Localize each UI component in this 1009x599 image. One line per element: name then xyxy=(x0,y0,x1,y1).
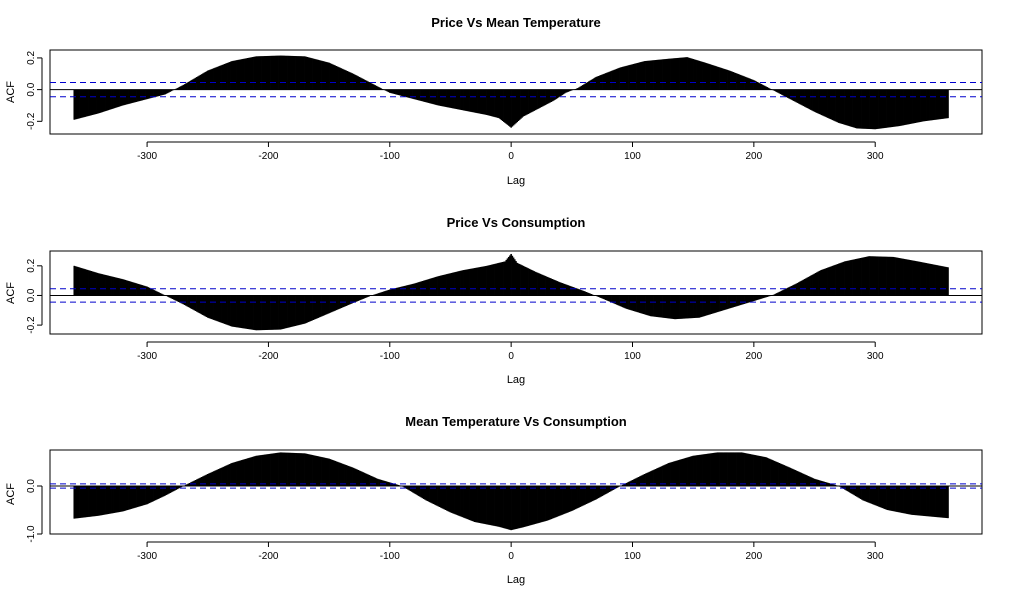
x-tick-label: 100 xyxy=(624,351,641,362)
y-axis-ticks: -0.2 0.0 0.2 xyxy=(26,258,43,334)
x-tick-label: 200 xyxy=(746,151,763,162)
x-tick-label: -300 xyxy=(137,351,157,362)
x-tick-label: 100 xyxy=(624,551,641,562)
y-tick-label: -0.2 xyxy=(26,112,37,130)
x-axis-label: Lag xyxy=(507,374,525,386)
x-tick-label: 300 xyxy=(867,151,884,162)
x-tick-label: 300 xyxy=(867,351,884,362)
y-tick-label: 0.2 xyxy=(26,258,37,272)
y-axis-label: ACF xyxy=(5,81,17,103)
x-tick-label: -300 xyxy=(137,551,157,562)
x-tick-label: 200 xyxy=(746,351,763,362)
y-tick-label: 0.0 xyxy=(26,82,37,96)
chart-panel-price-vs-consumption: Price Vs Consumption Lag ACF -300 -200 -10… xyxy=(5,215,983,386)
y-tick-label: -1.0 xyxy=(26,525,37,543)
x-tick-label: 0 xyxy=(508,351,514,362)
chart-panel-mean-temperature-vs-consumption: Mean Temperature Vs Consumption Lag ACF … xyxy=(5,414,983,586)
acf-bars xyxy=(50,253,982,331)
x-axis-label: Lag xyxy=(507,574,525,586)
x-tick-label: 0 xyxy=(508,151,514,162)
y-tick-label: 0.2 xyxy=(26,51,37,65)
x-tick-label: -200 xyxy=(258,351,278,362)
x-tick-label: -200 xyxy=(258,151,278,162)
acf-bars xyxy=(50,452,982,531)
y-tick-label: 0.0 xyxy=(26,479,37,493)
x-tick-label: 100 xyxy=(624,151,641,162)
x-axis-label: Lag xyxy=(507,175,525,187)
y-tick-label: -0.2 xyxy=(26,316,37,334)
x-axis-ticks: -300 -200 -100 0 100 200 300 xyxy=(137,541,884,562)
plot-frame xyxy=(49,49,983,135)
x-tick-label: -100 xyxy=(380,151,400,162)
x-tick-label: 200 xyxy=(746,551,763,562)
x-tick-label: 0 xyxy=(508,551,514,562)
y-axis-ticks: -1.0 0.0 xyxy=(26,479,43,543)
x-tick-label: 300 xyxy=(867,551,884,562)
y-axis-label: ACF xyxy=(5,282,17,304)
x-tick-label: -300 xyxy=(137,151,157,162)
plot-frame xyxy=(49,250,983,335)
x-axis-ticks: -300 -200 -100 0 100 200 300 xyxy=(137,341,884,362)
plot-frame xyxy=(49,449,983,535)
y-tick-label: 0.0 xyxy=(26,288,37,302)
chart-title: Price Vs Consumption xyxy=(447,215,586,230)
x-tick-label: -100 xyxy=(380,551,400,562)
y-axis-ticks: -0.2 0.0 0.2 xyxy=(26,51,43,130)
chart-panel-price-vs-mean-temperature: Price Vs Mean Temperature Lag ACF -300 -2… xyxy=(5,15,983,187)
acf-bars xyxy=(50,55,982,130)
chart-title: Mean Temperature Vs Consumption xyxy=(405,414,627,429)
y-axis-label: ACF xyxy=(5,483,17,505)
chart-title: Price Vs Mean Temperature xyxy=(431,15,601,30)
x-tick-label: -200 xyxy=(258,551,278,562)
x-tick-label: -100 xyxy=(380,351,400,362)
x-axis-ticks: -300 -200 -100 0 100 200 300 xyxy=(137,141,884,162)
